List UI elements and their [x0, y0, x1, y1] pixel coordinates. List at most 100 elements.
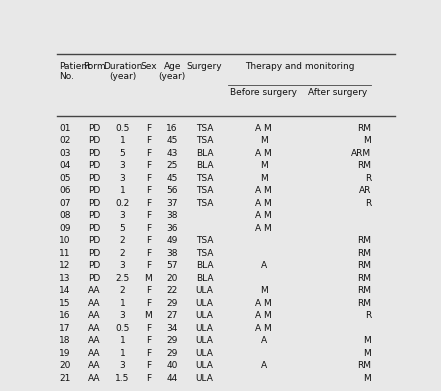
- Text: A M: A M: [255, 324, 272, 333]
- Text: 18: 18: [59, 336, 71, 345]
- Text: BLA: BLA: [196, 261, 213, 270]
- Text: F: F: [146, 373, 151, 382]
- Text: AR: AR: [359, 186, 371, 195]
- Text: TSA: TSA: [196, 124, 213, 133]
- Text: 08: 08: [59, 211, 71, 220]
- Text: M: M: [260, 161, 268, 170]
- Text: F: F: [146, 336, 151, 345]
- Text: TSA: TSA: [196, 136, 213, 145]
- Text: PD: PD: [88, 124, 101, 133]
- Text: Patient
No.: Patient No.: [59, 62, 91, 81]
- Text: F: F: [146, 236, 151, 245]
- Text: 3: 3: [120, 174, 126, 183]
- Text: A M: A M: [255, 211, 272, 220]
- Text: RM: RM: [357, 236, 371, 245]
- Text: 10: 10: [59, 236, 71, 245]
- Text: 29: 29: [167, 299, 178, 308]
- Text: R: R: [365, 311, 371, 320]
- Text: F: F: [146, 199, 151, 208]
- Text: 56: 56: [166, 186, 178, 195]
- Text: PD: PD: [88, 211, 101, 220]
- Text: 0.2: 0.2: [116, 199, 130, 208]
- Text: 1: 1: [120, 186, 126, 195]
- Text: F: F: [146, 174, 151, 183]
- Text: 02: 02: [59, 136, 71, 145]
- Text: 38: 38: [166, 211, 178, 220]
- Text: PD: PD: [88, 199, 101, 208]
- Text: M: M: [260, 136, 268, 145]
- Text: BLA: BLA: [196, 161, 213, 170]
- Text: 38: 38: [166, 249, 178, 258]
- Text: 13: 13: [59, 274, 71, 283]
- Text: 2.5: 2.5: [116, 274, 130, 283]
- Text: RM: RM: [357, 161, 371, 170]
- Text: 3: 3: [120, 161, 126, 170]
- Text: M: M: [363, 349, 371, 358]
- Text: 2: 2: [120, 249, 125, 258]
- Text: 06: 06: [59, 186, 71, 195]
- Text: PD: PD: [88, 186, 101, 195]
- Text: 49: 49: [167, 236, 178, 245]
- Text: F: F: [146, 161, 151, 170]
- Text: 5: 5: [120, 149, 126, 158]
- Text: AA: AA: [88, 361, 101, 370]
- Text: 0.5: 0.5: [116, 324, 130, 333]
- Text: 45: 45: [167, 136, 178, 145]
- Text: TSA: TSA: [196, 174, 213, 183]
- Text: 1: 1: [120, 349, 126, 358]
- Text: A: A: [261, 261, 267, 270]
- Text: F: F: [146, 299, 151, 308]
- Text: PD: PD: [88, 149, 101, 158]
- Text: 15: 15: [59, 299, 71, 308]
- Text: 11: 11: [59, 249, 71, 258]
- Text: AA: AA: [88, 336, 101, 345]
- Text: M: M: [144, 274, 152, 283]
- Text: 36: 36: [166, 224, 178, 233]
- Text: 22: 22: [167, 286, 178, 295]
- Text: A M: A M: [255, 311, 272, 320]
- Text: F: F: [146, 261, 151, 270]
- Text: RM: RM: [357, 361, 371, 370]
- Text: 3: 3: [120, 211, 126, 220]
- Text: 44: 44: [167, 373, 178, 382]
- Text: 16: 16: [59, 311, 71, 320]
- Text: ULA: ULA: [196, 324, 213, 333]
- Text: RM: RM: [357, 286, 371, 295]
- Text: 3: 3: [120, 361, 126, 370]
- Text: 57: 57: [166, 261, 178, 270]
- Text: F: F: [146, 136, 151, 145]
- Text: AA: AA: [88, 324, 101, 333]
- Text: AA: AA: [88, 299, 101, 308]
- Text: 12: 12: [59, 261, 71, 270]
- Text: Therapy and monitoring: Therapy and monitoring: [245, 62, 354, 71]
- Text: RM: RM: [357, 249, 371, 258]
- Text: 1: 1: [120, 136, 126, 145]
- Text: ULA: ULA: [196, 286, 213, 295]
- Text: F: F: [146, 211, 151, 220]
- Text: M: M: [363, 136, 371, 145]
- Text: Surgery: Surgery: [187, 62, 222, 71]
- Text: F: F: [146, 361, 151, 370]
- Text: TSA: TSA: [196, 199, 213, 208]
- Text: TSA: TSA: [196, 249, 213, 258]
- Text: 45: 45: [167, 174, 178, 183]
- Text: 14: 14: [59, 286, 71, 295]
- Text: PD: PD: [88, 261, 101, 270]
- Text: 01: 01: [59, 124, 71, 133]
- Text: RM: RM: [357, 299, 371, 308]
- Text: BLA: BLA: [196, 274, 213, 283]
- Text: A M: A M: [255, 224, 272, 233]
- Text: ULA: ULA: [196, 299, 213, 308]
- Text: F: F: [146, 249, 151, 258]
- Text: 3: 3: [120, 261, 126, 270]
- Text: A M: A M: [255, 149, 272, 158]
- Text: ULA: ULA: [196, 373, 213, 382]
- Text: A: A: [261, 361, 267, 370]
- Text: F: F: [146, 124, 151, 133]
- Text: BLA: BLA: [196, 149, 213, 158]
- Text: A M: A M: [255, 124, 272, 133]
- Text: Sex: Sex: [140, 62, 157, 71]
- Text: 21: 21: [59, 373, 71, 382]
- Text: PD: PD: [88, 236, 101, 245]
- Text: PD: PD: [88, 136, 101, 145]
